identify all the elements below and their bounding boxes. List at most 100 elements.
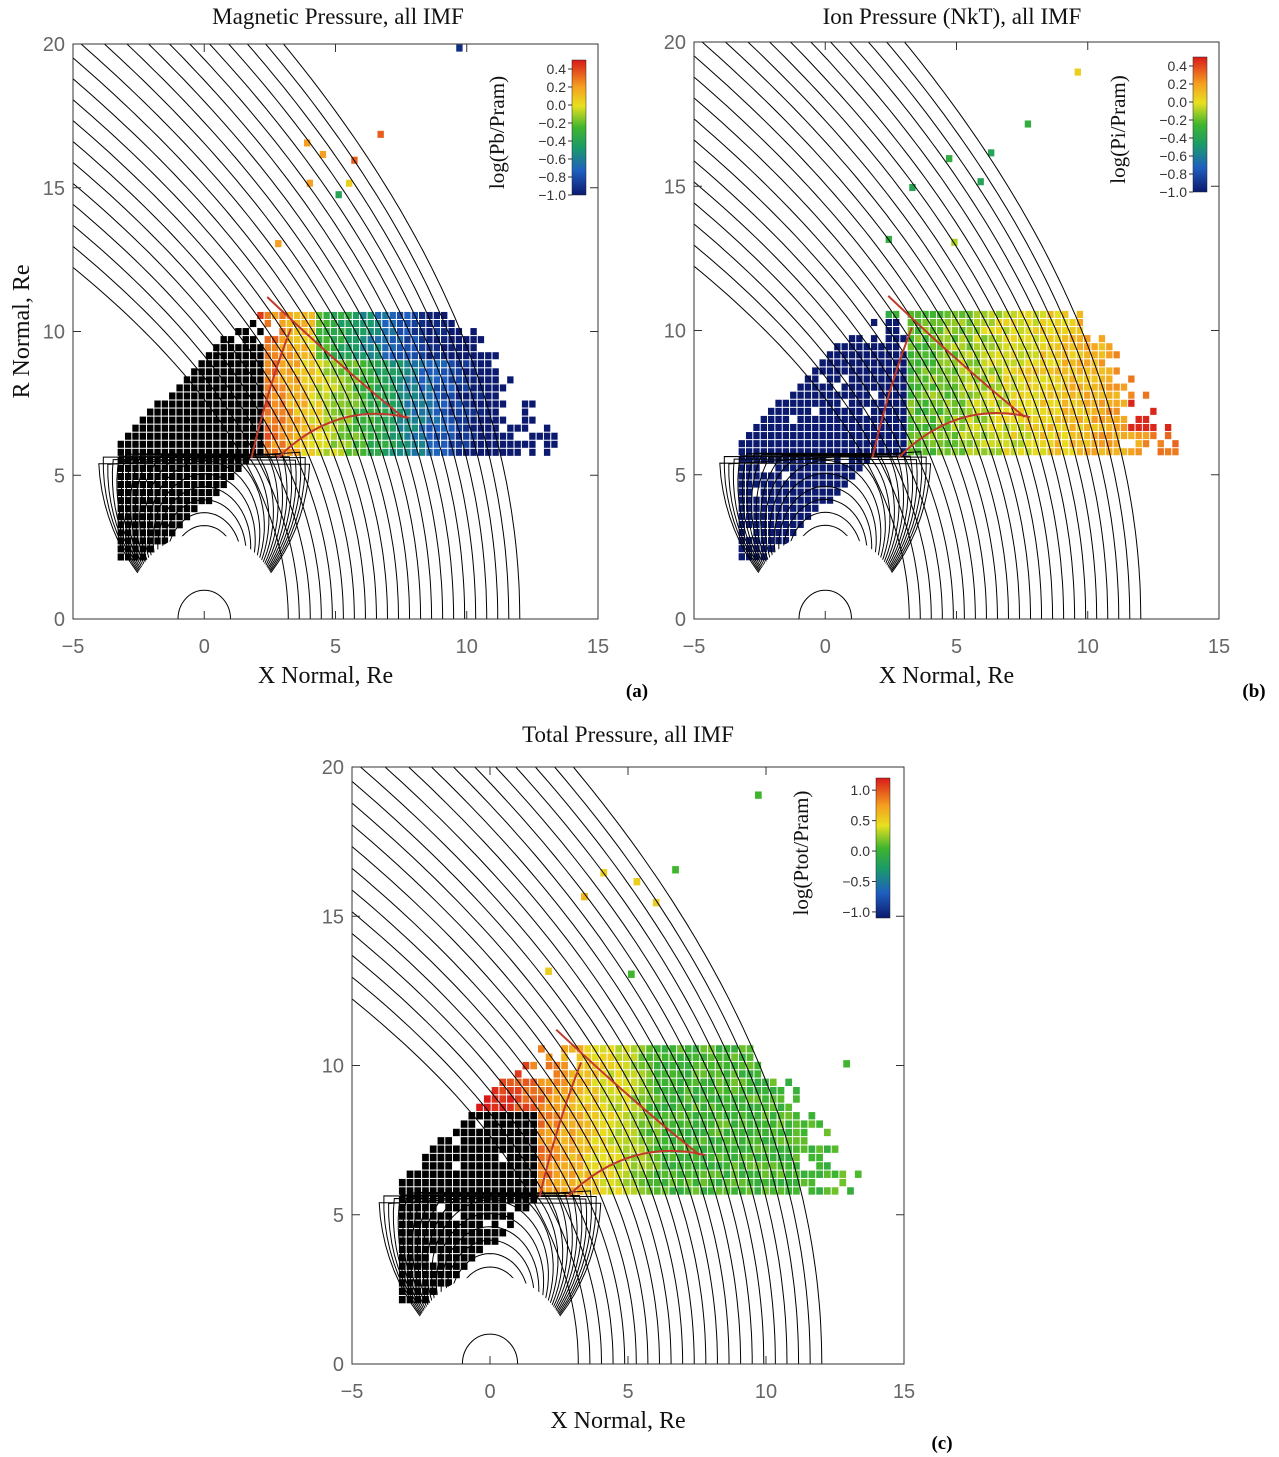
data-cell <box>485 424 492 432</box>
data-cell <box>1069 399 1076 407</box>
data-cell <box>834 472 841 480</box>
sheath-contour <box>407 767 730 1364</box>
data-cell <box>460 1229 468 1237</box>
data-cell <box>892 375 900 383</box>
data-cell <box>441 384 448 392</box>
data-cell <box>553 1103 561 1112</box>
data-cell <box>477 368 485 376</box>
data-cell <box>797 440 804 448</box>
data-cell <box>638 1112 646 1120</box>
data-cell <box>746 1145 754 1153</box>
data-cell <box>878 375 885 383</box>
data-cell <box>738 488 745 496</box>
data-cell <box>352 336 360 344</box>
data-cell <box>406 1170 414 1178</box>
data-cell <box>646 1045 653 1053</box>
data-cell <box>1039 407 1047 415</box>
data-cell <box>797 399 804 407</box>
data-cell <box>826 391 834 399</box>
data-cell <box>396 448 404 456</box>
data-cell <box>841 367 848 375</box>
data-cell <box>819 423 826 432</box>
data-cell <box>790 472 797 480</box>
colorbar-tick-label: −0.5 <box>842 873 870 889</box>
data-cell <box>257 311 264 319</box>
data-cell <box>183 376 191 384</box>
data-cell <box>812 440 819 448</box>
data-cell <box>470 328 477 336</box>
data-cell <box>561 1070 568 1078</box>
data-cell <box>1128 448 1135 456</box>
data-cell <box>607 1112 615 1120</box>
data-cell <box>205 432 213 440</box>
data-cell <box>797 448 804 456</box>
data-cell <box>418 320 426 328</box>
data-cell <box>338 352 345 360</box>
data-cell <box>995 343 1003 351</box>
data-cell <box>360 320 367 328</box>
data-cell <box>1098 391 1106 399</box>
data-cell <box>973 359 981 367</box>
data-cell <box>426 392 433 400</box>
data-cell <box>294 311 301 319</box>
data-cell <box>834 407 841 415</box>
data-cell <box>951 343 959 351</box>
data-cell <box>988 351 995 359</box>
data-cell <box>692 1112 700 1120</box>
data-cell <box>944 423 951 432</box>
data-cell <box>785 1170 793 1178</box>
data-cell <box>661 1112 669 1120</box>
data-cell <box>1062 448 1069 456</box>
data-cell <box>995 399 1003 407</box>
data-cell <box>892 310 900 318</box>
data-cell <box>584 1095 592 1103</box>
data-cell <box>915 423 922 432</box>
colorbar-tick-label: 0.4 <box>1168 58 1188 74</box>
data-cell <box>1106 351 1113 359</box>
data-cell <box>623 1045 630 1053</box>
data-cell <box>1069 383 1076 391</box>
data-cell <box>1017 432 1025 440</box>
data-cell <box>477 336 485 344</box>
data-cell <box>499 1145 507 1153</box>
data-cell <box>441 432 448 440</box>
data-cell <box>812 367 819 375</box>
data-cell <box>161 529 169 537</box>
data-cell <box>411 400 418 408</box>
data-cell <box>944 318 951 327</box>
data-cell <box>745 480 753 488</box>
data-cell <box>139 440 147 448</box>
data-cell <box>183 464 191 472</box>
data-cell <box>745 496 753 504</box>
data-cell <box>797 480 804 488</box>
data-cell <box>422 1204 429 1212</box>
data-cell <box>790 528 797 537</box>
data-cell <box>139 545 147 553</box>
data-cell <box>863 423 870 432</box>
data-cell <box>922 343 929 351</box>
data-cell <box>1017 367 1025 375</box>
data-cell <box>360 368 367 376</box>
data-cell <box>1150 432 1157 440</box>
data-cell <box>599 1095 607 1103</box>
data-cell <box>951 327 959 335</box>
data-cell <box>205 352 213 360</box>
data-cell <box>937 391 944 399</box>
data-cell <box>470 440 477 448</box>
data-cell <box>966 415 973 423</box>
data-cell <box>414 1195 422 1204</box>
data-cell <box>790 391 797 399</box>
data-cell <box>545 1137 553 1145</box>
data-cell <box>411 384 418 392</box>
data-cell <box>132 553 139 561</box>
data-cell <box>760 415 768 423</box>
data-cell <box>900 399 907 407</box>
data-cell <box>907 407 915 415</box>
data-cell <box>437 1237 445 1245</box>
data-cell <box>885 359 892 367</box>
data-cell <box>1106 375 1113 383</box>
data-cell <box>885 383 892 391</box>
data-cell <box>885 367 892 375</box>
data-cell <box>338 440 345 448</box>
